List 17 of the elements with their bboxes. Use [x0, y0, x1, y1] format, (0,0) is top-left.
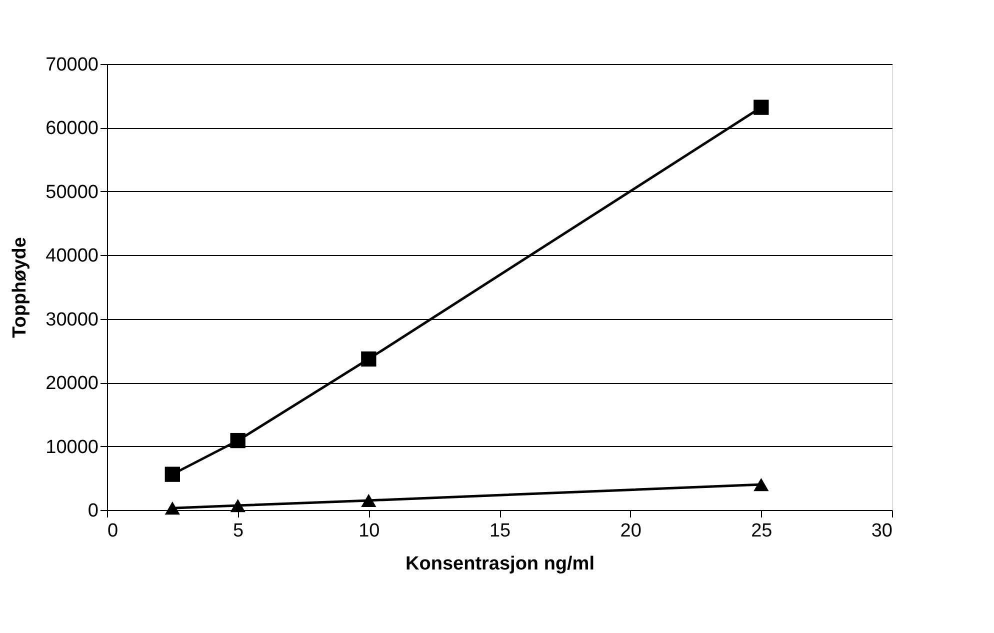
- x-axis-title: Konsentrasjon ng/ml: [406, 554, 594, 574]
- y-tick-label: 0: [88, 500, 98, 522]
- x-tick-label: 20: [620, 520, 642, 542]
- y-axis-title: Topphøyde: [10, 237, 31, 338]
- x-tick-label: 30: [871, 520, 892, 542]
- x-tick-label: 15: [489, 520, 511, 542]
- y-tick-label: 10000: [46, 436, 98, 458]
- x-tick-label: 25: [751, 520, 772, 542]
- y-tick-label: 70000: [46, 54, 98, 76]
- y-tick-label: 20000: [46, 373, 98, 394]
- y-tick-label: 50000: [46, 182, 98, 203]
- y-tick-label: 30000: [46, 309, 98, 330]
- x-tick-label: 0: [108, 520, 118, 542]
- x-tick-label: 10: [358, 520, 380, 542]
- y-tick-label: 40000: [46, 246, 98, 267]
- x-tick-label: 5: [233, 520, 244, 542]
- y-tick-label: 60000: [46, 118, 98, 140]
